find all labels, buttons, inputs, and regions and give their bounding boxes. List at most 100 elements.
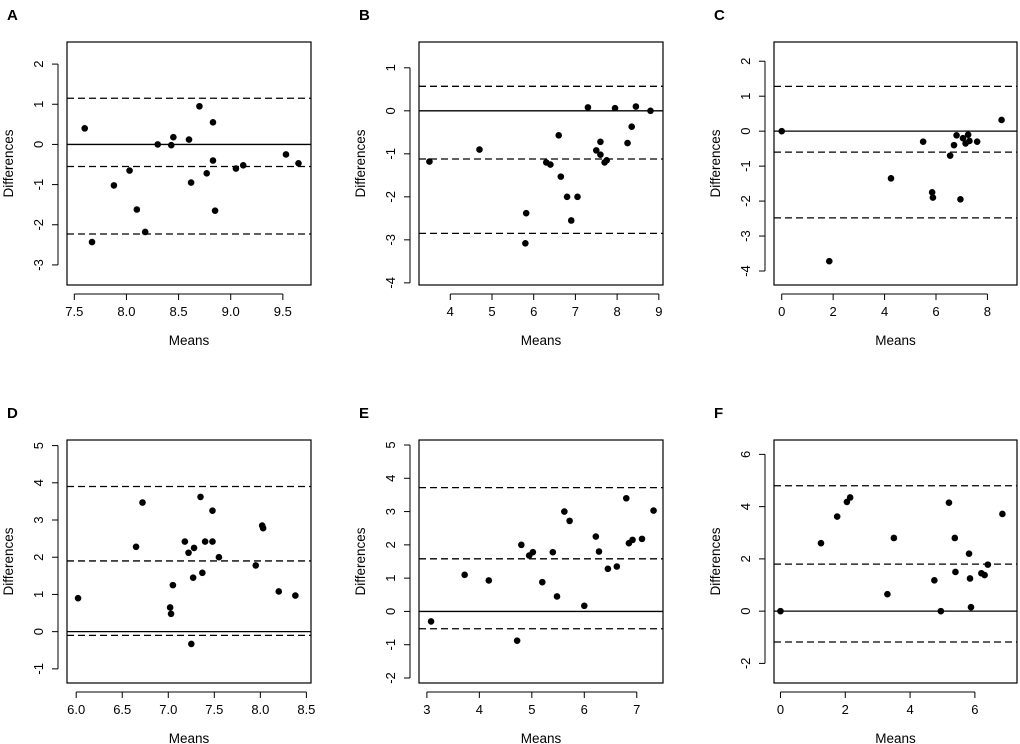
panel-e-data-point <box>622 494 630 502</box>
panel-b-x-tick-label: 9 <box>655 304 662 319</box>
panel-e-data-point <box>592 533 600 540</box>
panel-a-data-point <box>239 162 247 169</box>
panel-b-x-tick-label: 6 <box>530 304 537 319</box>
panel-b-data-point <box>522 209 530 217</box>
panel-a-data-point <box>170 133 177 141</box>
panel-e-data-point <box>566 517 573 525</box>
panel-b-data-point <box>624 139 631 147</box>
panel-d-y-tick-label: 1 <box>31 591 46 598</box>
panel-e-data-point <box>613 563 621 570</box>
panel-b-data-point <box>647 107 654 115</box>
panel-f-data-point <box>984 561 992 568</box>
panel-f-x-axis-title: Means <box>875 731 916 744</box>
panel-a-x-tick-label: 9.0 <box>222 304 240 319</box>
panel-a-data-point <box>126 167 133 174</box>
panel-c-data-point <box>778 127 786 135</box>
panel-f-data-point <box>937 607 945 615</box>
panel-b-y-tick-label: 1 <box>383 64 398 71</box>
panel-a-x-tick-label: 7.5 <box>65 304 83 319</box>
panel-e-y-tick-label: 3 <box>383 508 398 515</box>
panel-d-data-point <box>259 524 267 532</box>
panel-e-y-tick-label: 0 <box>383 608 398 615</box>
panel-c-x-tick-label: 4 <box>881 304 888 319</box>
panel-c-letter: C <box>714 7 725 24</box>
panel-c-y-tick-label: 1 <box>738 93 753 100</box>
panel-f-letter: F <box>714 405 723 422</box>
panel-e-x-tick-label: 6 <box>581 702 588 717</box>
panel-e-x-tick-label: 5 <box>528 702 535 717</box>
panel-d-y-axis-title: Differences <box>1 527 16 595</box>
panel-d-x-axis-title: Means <box>169 731 210 744</box>
panel-e-y-tick-label: -2 <box>383 672 398 684</box>
panel-c-y-axis-title: Differences <box>708 129 723 197</box>
panel-b-data-point <box>567 217 575 224</box>
panel-a-data-point <box>185 136 193 143</box>
panel-d-data-point <box>188 640 195 648</box>
panel-d-data-point <box>74 594 82 602</box>
panel-d-data-point <box>209 507 216 515</box>
panel-f-data-point <box>966 575 974 582</box>
panel-a-data-point <box>196 102 203 110</box>
panel-e-data-point <box>529 548 537 556</box>
panel-d-data-point <box>185 549 192 557</box>
panel-d-y-tick-label: -1 <box>31 663 46 675</box>
panel-d-data-point <box>215 553 223 561</box>
panel-c-y-tick-label: -3 <box>738 230 753 242</box>
panel-a-plot-frame <box>66 41 312 286</box>
panel-d-data-point <box>197 493 204 501</box>
panel-a-y-tick-label: 1 <box>31 101 46 108</box>
panel-f-data-point <box>951 534 959 542</box>
panel-c-chart: C 0 2 4 6 8 -4 -3 -2 -1 0 1 2 Means Differences <box>708 7 1018 348</box>
panel-a-data-point <box>203 170 211 177</box>
panel-d-data-point <box>275 588 283 595</box>
panel-a-data-point <box>282 151 290 158</box>
panel-e-data-point <box>513 637 521 645</box>
panel-f-data-point <box>981 571 988 579</box>
panel-b-letter: B <box>359 7 370 24</box>
panel-a-data-point <box>154 141 162 148</box>
panel-e-data-point <box>539 578 546 586</box>
panel-b-data-point <box>574 193 581 201</box>
panel-d-x-tick-label: 7.5 <box>205 702 223 717</box>
panel-c-y-tick-label: -2 <box>738 195 753 207</box>
panel-c-data-point <box>957 196 964 203</box>
panel-e-y-tick-label: 4 <box>383 475 398 482</box>
panel-f-y-tick-label: 4 <box>738 503 753 510</box>
panel-f-data-point <box>945 499 953 507</box>
panel-c-data-point <box>946 152 954 159</box>
panel-e-data-point <box>461 571 468 579</box>
panel-d-y-tick-label: 4 <box>31 479 46 486</box>
panel-e-data-point <box>553 593 561 600</box>
panel-c-data-point <box>998 116 1005 124</box>
panel-d-x-tick-label: 8.0 <box>251 702 269 717</box>
panel-d-data-point <box>201 538 209 545</box>
panel-b-data-point <box>555 132 563 139</box>
panel-f-y-axis-title: Differences <box>708 527 723 595</box>
panel-e-data-point <box>595 548 603 555</box>
panel-e-x-tick-label: 7 <box>633 702 640 717</box>
panel-d-data-point <box>167 610 175 618</box>
panel-e-x-tick-label: 3 <box>423 702 430 717</box>
panel-b-data-point <box>547 161 554 168</box>
panel-d-x-tick-label: 6.5 <box>113 702 131 717</box>
panel-a-y-tick-label: 2 <box>31 60 46 67</box>
panel-c-y-tick-label: 0 <box>738 128 753 135</box>
panel-a-data-point <box>81 125 89 132</box>
panel-b-data-point <box>632 103 640 110</box>
panel-f-data-point <box>817 539 825 547</box>
panel-c-data-point <box>919 138 927 145</box>
panel-c-data-point <box>966 137 973 145</box>
panel-b-chart: B 4 5 6 7 8 9 -4 -3 -2 -1 0 1 Means Differences <box>353 7 664 348</box>
panel-b-data-point <box>563 193 571 201</box>
panel-e-data-point <box>561 508 568 515</box>
panel-e-data-point <box>549 548 557 556</box>
panel-d-data-point <box>190 544 198 552</box>
panel-e-y-tick-label: 2 <box>383 541 398 548</box>
panel-c-x-tick-label: 8 <box>984 304 991 319</box>
panel-e-data-point <box>650 507 657 514</box>
panel-b-x-tick-label: 5 <box>488 304 495 319</box>
panel-c-data-point <box>929 194 937 201</box>
panel-a-data-point <box>141 228 149 236</box>
panel-b-data-point <box>597 138 604 146</box>
panel-b-plot-frame <box>418 41 664 286</box>
